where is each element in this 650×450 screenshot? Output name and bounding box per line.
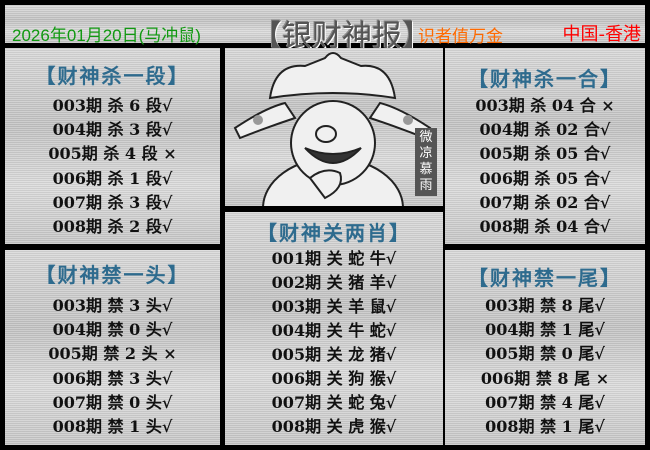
prediction-row: 006期 禁 3 头√	[52, 368, 173, 388]
panel-title: 【财神禁一头】	[35, 263, 190, 287]
prediction-row: 003期 杀 04 合 ×	[475, 96, 615, 115]
prediction-row: 006期 杀 05 合√	[479, 168, 611, 188]
panel-kill-combo: 【财神杀一合】 003期 杀 04 合 × 004期 杀 02 合√ 005期 杀 0…	[445, 48, 645, 244]
issue-date: 2026年01月20日(马冲鼠)	[12, 26, 201, 45]
prediction-row: 005期 杀 05 合√	[479, 144, 611, 164]
panel-kill-segment: 【财神杀一段】 003期 杀 6 段√ 004期 杀 3 段√ 005期 杀 4 段 …	[5, 48, 220, 244]
prediction-row: 007期 禁 4 尾√	[485, 392, 605, 412]
watermark-stamp: 微凉慕雨	[415, 128, 437, 196]
prediction-row: 001期 关 蛇 牛√	[271, 249, 397, 268]
panel-two-zodiacs: 【财神关两肖】 001期 关 蛇 牛√ 002期 关 猪 羊√ 003期 关 羊 鼠√…	[225, 212, 443, 445]
prediction-row: 006期 禁 8 尾 ×	[480, 368, 610, 388]
prediction-row: 002期 关 猪 羊√	[271, 273, 397, 292]
prediction-row: 005期 关 龙 猪√	[271, 345, 397, 364]
prediction-row: 004期 杀 02 合√	[479, 120, 611, 140]
prediction-row: 008期 禁 1 尾√	[485, 417, 605, 436]
prediction-row: 006期 杀 1 段√	[52, 168, 173, 188]
panel-title: 【财神杀一段】	[35, 64, 190, 88]
prediction-row: 005期 禁 2 头 ×	[48, 344, 177, 364]
header-bar: 2026年01月20日(马冲鼠) 【银财神报】 识者值万金 中国-香港	[5, 5, 645, 54]
panel-ban-tail: 【财神禁一尾】 003期 禁 8 尾√ 004期 禁 1 尾√ 005期 禁 0 尾√…	[445, 250, 645, 445]
prediction-row: 008期 关 虎 猴√	[271, 417, 397, 436]
image-panel: 微凉慕雨	[225, 48, 443, 259]
panel-title: 【财神杀一合】	[468, 67, 622, 91]
region-label: 中国-香港	[562, 24, 642, 45]
prediction-row: 005期 禁 0 尾√	[485, 344, 605, 364]
prediction-row: 007期 禁 0 头√	[52, 392, 173, 412]
prediction-row: 004期 杀 3 段√	[52, 120, 173, 140]
prediction-row: 008期 杀 2 段√	[52, 217, 173, 236]
prediction-row: 007期 杀 3 段√	[52, 192, 173, 212]
prediction-row: 008期 禁 1 头√	[52, 417, 173, 436]
prediction-row: 004期 关 牛 蛇√	[271, 321, 397, 340]
panel-title: 【财神禁一尾】	[468, 266, 622, 290]
prediction-row: 004期 禁 0 头√	[52, 320, 173, 340]
prediction-row: 007期 关 蛇 兔√	[271, 393, 397, 412]
prediction-row: 003期 禁 3 头√	[52, 296, 173, 315]
prediction-row: 007期 杀 02 合√	[479, 192, 611, 212]
slogan: 识者值万金	[418, 27, 503, 47]
god-of-wealth-icon	[233, 52, 432, 259]
prediction-row: 003期 杀 6 段√	[52, 96, 173, 115]
prediction-row: 008期 杀 04 合√	[479, 217, 611, 236]
panel-ban-head: 【财神禁一头】 003期 禁 3 头√ 004期 禁 0 头√ 005期 禁 2 头 …	[5, 250, 220, 445]
prediction-row: 005期 杀 4 段 ×	[48, 144, 177, 164]
prediction-row: 003期 禁 8 尾√	[485, 296, 605, 315]
panel-title: 【财神关两肖】	[257, 221, 411, 245]
prediction-row: 004期 禁 1 尾√	[485, 320, 605, 340]
prediction-row: 006期 关 狗 猴√	[271, 369, 397, 388]
prediction-row: 003期 关 羊 鼠√	[271, 297, 397, 316]
